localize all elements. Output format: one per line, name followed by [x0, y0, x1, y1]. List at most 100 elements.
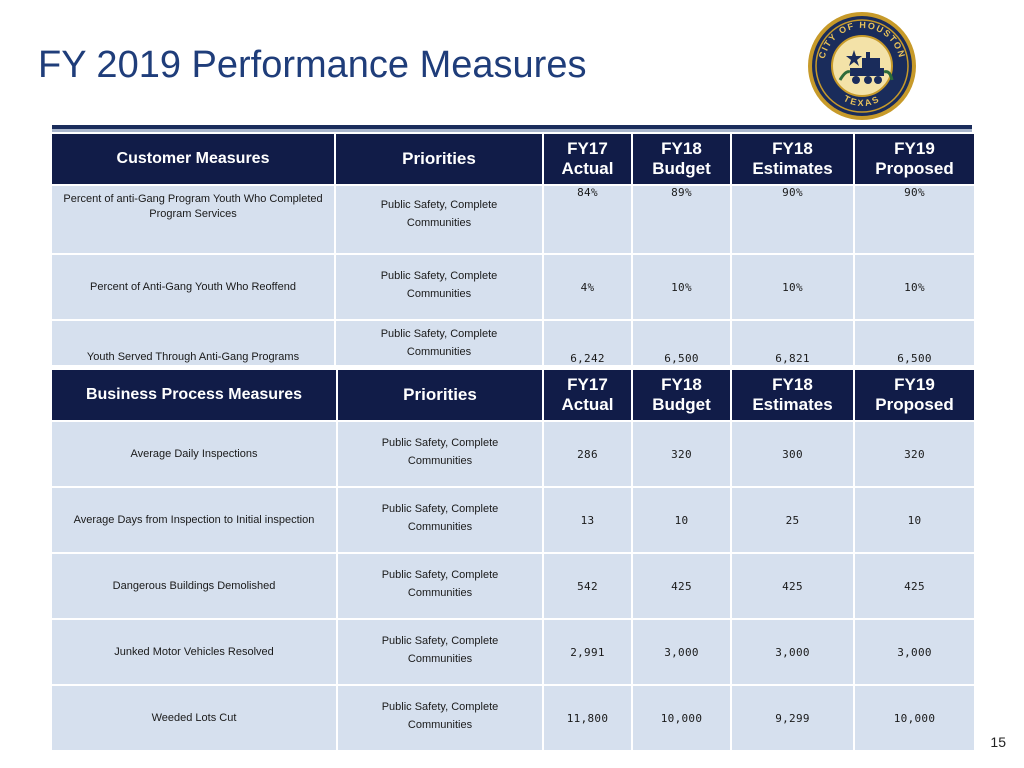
fy17-actual-cell: 13	[544, 488, 633, 554]
column-header-priorities: Priorities	[336, 134, 544, 186]
priority-line: Communities	[407, 719, 473, 731]
priority-line: Public Safety, Complete	[380, 328, 498, 340]
measure-cell: Percent of anti-Gang Program Youth Who C…	[52, 186, 336, 255]
priority-line: Public Safety, Complete	[381, 437, 499, 449]
fy18-estimates-cell: 6,821	[732, 321, 855, 367]
header-text: FY18 Estimates	[752, 375, 833, 414]
fy18-budget-cell: 10	[633, 488, 732, 554]
priority-cell: Public Safety, Complete Communities	[336, 255, 544, 321]
table-row: Average Daily Inspections Public Safety,…	[52, 422, 976, 488]
fy18-estimates-cell: 9,299	[732, 686, 855, 752]
priority-cell: Public Safety, Complete Communities	[338, 686, 544, 752]
title-rule	[52, 125, 972, 129]
business-process-measures-table: Business Process Measures Priorities FY1…	[52, 370, 976, 752]
measure-cell: Dangerous Buildings Demolished	[52, 554, 338, 620]
priority-line: Public Safety, Complete	[381, 503, 499, 515]
header-text: FY17 Actual	[561, 375, 614, 414]
title-rule-shadow	[52, 129, 972, 132]
priority-cell: Public Safety, Complete Communities	[338, 554, 544, 620]
table-row: Junked Motor Vehicles Resolved Public Sa…	[52, 620, 976, 686]
header-text: FY17 Actual	[561, 139, 614, 178]
page-number: 15	[990, 734, 1006, 750]
fy19-proposed-cell: 320	[855, 422, 976, 488]
fy17-actual-cell: 11,800	[544, 686, 633, 752]
fy17-actual-cell: 6,242	[544, 321, 633, 367]
table-header-row: Business Process Measures Priorities FY1…	[52, 370, 976, 422]
table-header-row: Customer Measures Priorities FY17 Actual…	[52, 134, 976, 186]
priority-line: Public Safety, Complete	[381, 569, 499, 581]
priority-cell: Public Safety, Complete Communities	[336, 321, 544, 367]
fy17-actual-cell: 542	[544, 554, 633, 620]
measure-cell: Weeded Lots Cut	[52, 686, 338, 752]
table-row: Dangerous Buildings Demolished Public Sa…	[52, 554, 976, 620]
fy18-budget-cell: 425	[633, 554, 732, 620]
measure-cell: Percent of Anti-Gang Youth Who Reoffend	[52, 255, 336, 321]
fy18-budget-cell: 320	[633, 422, 732, 488]
fy18-budget-cell: 6,500	[633, 321, 732, 367]
fy17-actual-cell: 2,991	[544, 620, 633, 686]
fy19-proposed-cell: 10,000	[855, 686, 976, 752]
fy17-actual-cell: 84%	[544, 186, 633, 255]
column-header-fy17-actual: FY17 Actual	[544, 370, 633, 422]
priority-line: Public Safety, Complete	[381, 701, 499, 713]
fy17-actual-cell: 286	[544, 422, 633, 488]
fy17-actual-cell: 4%	[544, 255, 633, 321]
svg-text:TEXAS: TEXAS	[842, 93, 882, 108]
priority-cell: Public Safety, Complete Communities	[336, 186, 544, 255]
measure-cell: Youth Served Through Anti-Gang Programs	[52, 321, 336, 367]
fy18-estimates-cell: 300	[732, 422, 855, 488]
fy18-budget-cell: 10,000	[633, 686, 732, 752]
priority-line: Communities	[406, 288, 472, 300]
column-header-measure: Customer Measures	[52, 134, 336, 186]
fy19-proposed-cell: 3,000	[855, 620, 976, 686]
table-row: Percent of anti-Gang Program Youth Who C…	[52, 186, 976, 255]
fy19-proposed-cell: 10%	[855, 255, 976, 321]
column-header-fy18-budget: FY18 Budget	[633, 370, 732, 422]
fy18-estimates-cell: 425	[732, 554, 855, 620]
column-header-fy19-proposed: FY19 Proposed	[855, 134, 976, 186]
priority-line: Communities	[406, 346, 472, 358]
priority-line: Communities	[407, 653, 473, 665]
priority-line: Communities	[407, 587, 473, 599]
header-text: FY18 Estimates	[752, 139, 833, 178]
priority-line: Public Safety, Complete	[381, 635, 499, 647]
measure-cell: Average Daily Inspections	[52, 422, 338, 488]
fy18-budget-cell: 10%	[633, 255, 732, 321]
fy19-proposed-cell: 425	[855, 554, 976, 620]
fy18-estimates-cell: 25	[732, 488, 855, 554]
column-header-priorities: Priorities	[338, 370, 544, 422]
city-seal-logo: CITY OF HOUSTON TEXAS	[808, 12, 916, 120]
column-header-fy18-estimates: FY18 Estimates	[732, 134, 855, 186]
measure-cell: Junked Motor Vehicles Resolved	[52, 620, 338, 686]
priority-line: Communities	[407, 455, 473, 467]
measure-cell: Average Days from Inspection to Initial …	[52, 488, 338, 554]
priority-line: Public Safety, Complete	[380, 199, 498, 211]
fy18-estimates-cell: 3,000	[732, 620, 855, 686]
priority-line: Public Safety, Complete	[380, 270, 498, 282]
priority-cell: Public Safety, Complete Communities	[338, 488, 544, 554]
fy18-budget-cell: 3,000	[633, 620, 732, 686]
column-header-fy19-proposed: FY19 Proposed	[855, 370, 976, 422]
table-row: Average Days from Inspection to Initial …	[52, 488, 976, 554]
column-header-fy18-budget: FY18 Budget	[633, 134, 732, 186]
customer-measures-table: Customer Measures Priorities FY17 Actual…	[52, 134, 976, 367]
header-text: FY18 Budget	[652, 139, 711, 178]
table-row: Percent of Anti-Gang Youth Who Reoffend …	[52, 255, 976, 321]
table-row: Weeded Lots Cut Public Safety, Complete C…	[52, 686, 976, 752]
fy19-proposed-cell: 90%	[855, 186, 976, 255]
fy18-budget-cell: 89%	[633, 186, 732, 255]
fy19-proposed-cell: 6,500	[855, 321, 976, 367]
page-title: FY 2019 Performance Measures	[38, 44, 587, 86]
header-text: FY18 Budget	[652, 375, 711, 414]
fy18-estimates-cell: 90%	[732, 186, 855, 255]
table-row: Youth Served Through Anti-Gang Programs …	[52, 321, 976, 367]
fy18-estimates-cell: 10%	[732, 255, 855, 321]
header-text: FY19 Proposed	[875, 375, 954, 414]
priority-cell: Public Safety, Complete Communities	[338, 620, 544, 686]
priority-cell: Public Safety, Complete Communities	[338, 422, 544, 488]
priority-line: Communities	[407, 521, 473, 533]
column-header-fy17-actual: FY17 Actual	[544, 134, 633, 186]
column-header-fy18-estimates: FY18 Estimates	[732, 370, 855, 422]
column-header-measure: Business Process Measures	[52, 370, 338, 422]
fy19-proposed-cell: 10	[855, 488, 976, 554]
